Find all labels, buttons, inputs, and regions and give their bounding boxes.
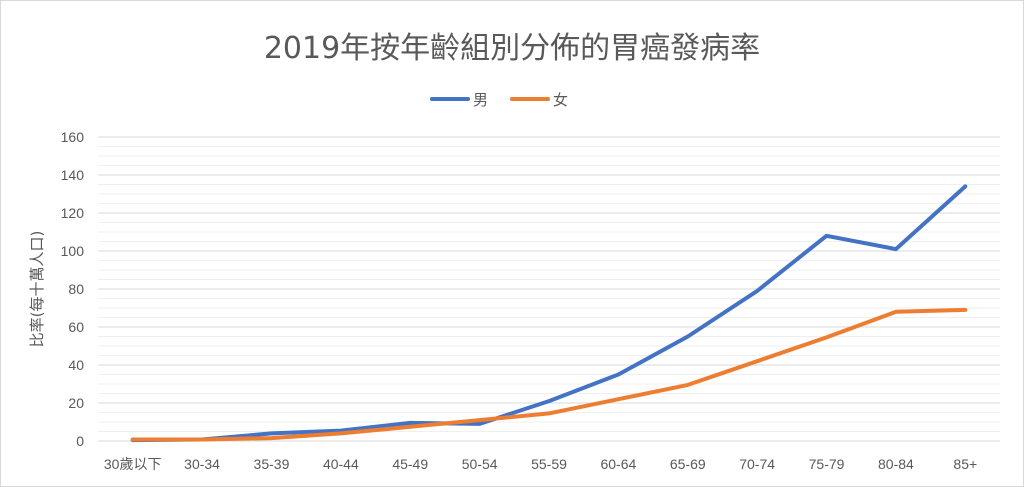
x-tick-label: 65-69 <box>670 456 706 472</box>
legend-label: 女 <box>553 91 568 109</box>
y-tick-label: 40 <box>68 357 84 373</box>
x-tick-label: 70-74 <box>739 456 775 472</box>
legend-label: 男 <box>473 91 488 109</box>
x-tick-label: 80-84 <box>878 456 914 472</box>
x-tick-label: 35-39 <box>254 456 290 472</box>
x-tick-label: 40-44 <box>323 456 359 472</box>
legend: 男女 <box>430 91 568 109</box>
y-tick-label: 60 <box>68 319 84 335</box>
y-tick-label: 160 <box>61 129 85 145</box>
y-tick-label: 0 <box>76 433 84 449</box>
x-tick-label: 55-59 <box>531 456 567 472</box>
x-tick-label: 75-79 <box>809 456 845 472</box>
y-axis-label: 比率(每十萬人口) <box>28 231 46 348</box>
y-axis-ticks: 0 20 40 60 80 100 120 140 160 <box>61 129 85 449</box>
y-tick-label: 140 <box>61 167 85 183</box>
y-tick-label: 20 <box>68 395 84 411</box>
series-line <box>130 307 968 442</box>
x-tick-label: 50-54 <box>462 456 498 472</box>
x-tick-label: 60-64 <box>600 456 636 472</box>
x-tick-label: 85+ <box>953 456 977 472</box>
y-tick-label: 120 <box>61 205 85 221</box>
series-lines <box>130 184 968 443</box>
x-axis-ticks: 30歲以下 30-34 35-39 40-44 45-49 50-54 55-59 60-64… <box>104 456 977 472</box>
series-line <box>130 184 968 443</box>
gridlines <box>98 136 1000 432</box>
y-tick-label: 80 <box>68 281 84 297</box>
chart-title: 2019年按年齡組別分佈的胃癌發病率 <box>264 31 760 66</box>
x-tick-label: 30-34 <box>184 456 220 472</box>
x-tick-label: 30歲以下 <box>104 456 162 472</box>
y-tick-label: 100 <box>61 243 85 259</box>
x-tick-label: 45-49 <box>392 456 428 472</box>
